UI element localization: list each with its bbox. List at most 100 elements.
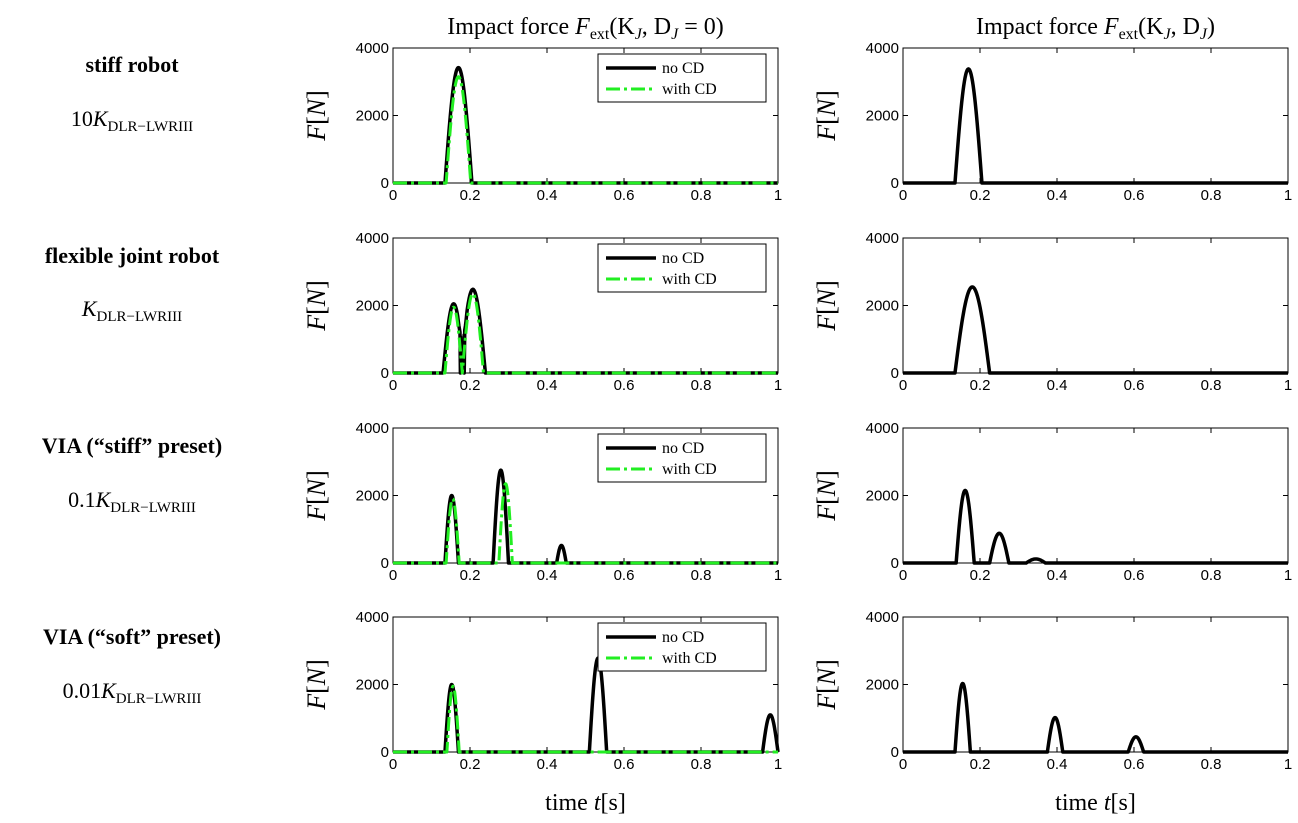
panel-r3-c0: 0 0.2 0.4 0.6 0.8 1 0 2000 4000 F[N] no CD with CD — [302, 609, 782, 773]
x-axis-label: time t[s] — [545, 790, 626, 816]
x-tick-label: 1 — [1284, 187, 1292, 204]
x-tick-label: 0 — [389, 187, 397, 204]
x-tick-label: 0.4 — [537, 187, 558, 204]
legend-label-with-cd: with CD — [662, 461, 717, 478]
y-tick-label: 4000 — [356, 609, 389, 626]
panels: 0 0.2 0.4 0.6 0.8 1 0 2000 4000 F[N] no CD with CD 0… — [302, 40, 1292, 773]
series-no-cd — [903, 488, 1288, 565]
plot-frame — [902, 237, 1289, 374]
row-stiffness: 10KDLR−LWRIII — [71, 106, 193, 135]
x-tick-label: 0.6 — [614, 756, 635, 773]
legend: no CD with CD — [597, 433, 767, 483]
x-tick-label: 0.4 — [1047, 187, 1068, 204]
y-tick-label: 0 — [381, 744, 389, 761]
x-tick-label: 1 — [1284, 756, 1292, 773]
x-tick-label: 0.2 — [970, 187, 991, 204]
panel-r1-c0: 0 0.2 0.4 0.6 0.8 1 0 2000 4000 F[N] no CD with CD — [302, 230, 782, 394]
y-tick-label: 0 — [381, 175, 389, 192]
x-tick-label: 1 — [1284, 567, 1292, 584]
x-tick-label: 0 — [899, 756, 907, 773]
row-stiffness: KDLR−LWRIII — [81, 296, 182, 325]
x-tick-label: 1 — [1284, 377, 1292, 394]
y-tick-label: 2000 — [356, 108, 389, 125]
x-tick-label: 0.2 — [460, 377, 481, 394]
x-tick-label: 0.2 — [460, 567, 481, 584]
y-tick-label: 0 — [381, 365, 389, 382]
y-axis-label: F[N] — [302, 90, 331, 142]
y-tick-label: 2000 — [356, 298, 389, 315]
x-tick-label: 0.4 — [537, 567, 558, 584]
x-tick-label: 0.2 — [460, 756, 481, 773]
panel-r2-c1: 0 0.2 0.4 0.6 0.8 1 0 2000 4000 F[N] — [812, 420, 1292, 584]
x-tick-label: 0.8 — [1201, 756, 1222, 773]
x-tick-label: 1 — [774, 567, 782, 584]
y-tick-label: 4000 — [356, 40, 389, 57]
x-tick-label: 0 — [389, 756, 397, 773]
y-tick-label: 4000 — [866, 230, 899, 247]
y-tick-label: 4000 — [356, 420, 389, 437]
x-tick-label: 0.6 — [1124, 377, 1145, 394]
panel-r1-c1: 0 0.2 0.4 0.6 0.8 1 0 2000 4000 F[N] — [812, 230, 1292, 394]
legend-label-no-cd: no CD — [662, 250, 704, 267]
column-title: Impact force Fext(KJ, DJ) — [976, 14, 1215, 43]
row-stiffness: 0.1KDLR−LWRIII — [68, 487, 196, 516]
y-tick-label: 2000 — [866, 298, 899, 315]
x-tick-label: 0.4 — [1047, 567, 1068, 584]
x-tick-label: 1 — [774, 377, 782, 394]
x-tick-label: 0.8 — [1201, 567, 1222, 584]
series-no-cd — [903, 285, 1288, 375]
x-tick-label: 0.2 — [970, 377, 991, 394]
x-tick-label: 0 — [389, 377, 397, 394]
y-tick-label: 0 — [891, 555, 899, 572]
legend: no CD with CD — [597, 243, 767, 293]
x-tick-label: 0.8 — [1201, 187, 1222, 204]
y-axis-label: F[N] — [302, 280, 331, 332]
x-tick-label: 0.8 — [691, 567, 712, 584]
x-axis-labels: time t[s] time t[s] — [545, 790, 1136, 816]
column-title: Impact force Fext(KJ, DJ = 0) — [447, 14, 724, 43]
y-tick-label: 4000 — [866, 420, 899, 437]
x-tick-label: 0.8 — [691, 187, 712, 204]
x-tick-label: 1 — [774, 756, 782, 773]
row-title: VIA (“stiff” preset) — [42, 433, 222, 458]
panel-r2-c0: 0 0.2 0.4 0.6 0.8 1 0 2000 4000 F[N] no CD with CD — [302, 420, 782, 584]
legend-box — [597, 622, 767, 672]
y-tick-label: 0 — [891, 175, 899, 192]
x-tick-label: 0 — [899, 377, 907, 394]
legend-label-with-cd: with CD — [662, 81, 717, 98]
panel-r0-c0: 0 0.2 0.4 0.6 0.8 1 0 2000 4000 F[N] no CD with CD — [302, 40, 782, 204]
x-tick-label: 0.6 — [614, 377, 635, 394]
y-tick-label: 0 — [381, 555, 389, 572]
x-tick-label: 0.6 — [614, 187, 635, 204]
y-axis-label: F[N] — [812, 90, 841, 142]
legend-box — [597, 433, 767, 483]
x-axis-label: time t[s] — [1055, 790, 1136, 816]
x-tick-label: 0.6 — [1124, 756, 1145, 773]
x-tick-label: 0.4 — [1047, 377, 1068, 394]
legend-box — [597, 53, 767, 103]
x-tick-label: 0 — [389, 567, 397, 584]
row-stiffness: 0.01KDLR−LWRIII — [63, 678, 202, 707]
panel-r0-c1: 0 0.2 0.4 0.6 0.8 1 0 2000 4000 F[N] — [812, 40, 1292, 204]
x-tick-label: 0.4 — [537, 756, 558, 773]
x-tick-label: 0.2 — [970, 756, 991, 773]
y-tick-label: 4000 — [866, 609, 899, 626]
plot-frame — [902, 427, 1289, 564]
x-tick-label: 0 — [899, 187, 907, 204]
legend-label-with-cd: with CD — [662, 271, 717, 288]
series-no-cd — [903, 67, 1288, 185]
x-tick-label: 0.6 — [1124, 187, 1145, 204]
y-tick-label: 2000 — [356, 677, 389, 694]
x-tick-label: 0.6 — [614, 567, 635, 584]
series-no-cd — [903, 681, 1288, 754]
series-with-cd — [393, 684, 778, 754]
x-tick-label: 0.8 — [1201, 377, 1222, 394]
y-tick-label: 4000 — [356, 230, 389, 247]
y-axis-label: F[N] — [812, 470, 841, 522]
y-tick-label: 4000 — [866, 40, 899, 57]
y-tick-label: 2000 — [866, 108, 899, 125]
legend-label-with-cd: with CD — [662, 650, 717, 667]
legend: no CD with CD — [597, 622, 767, 672]
legend: no CD with CD — [597, 53, 767, 103]
